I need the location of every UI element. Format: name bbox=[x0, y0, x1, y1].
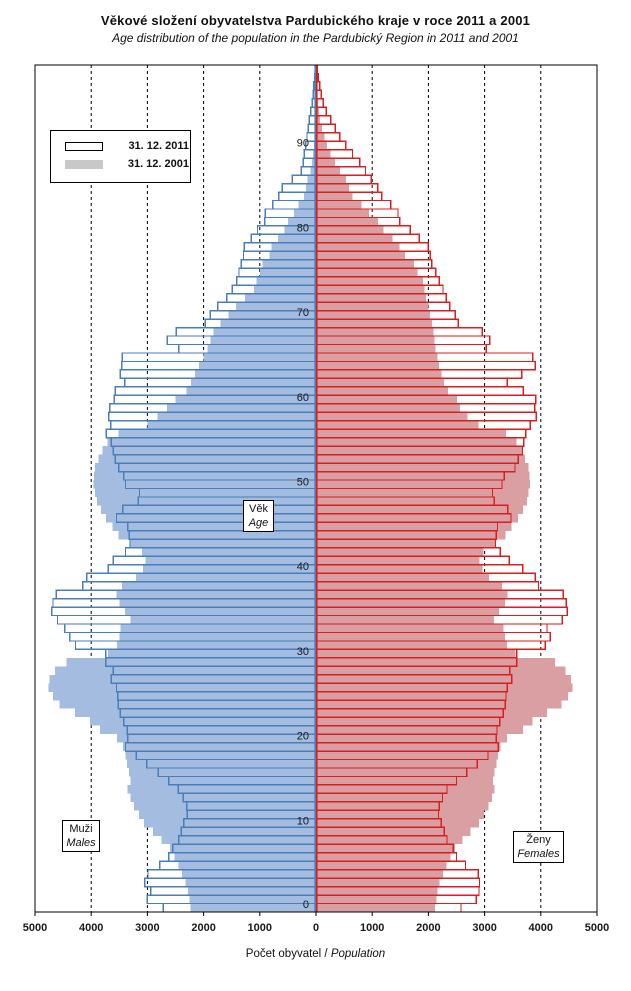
x-tick-label: 0 bbox=[313, 922, 319, 934]
x-ticks bbox=[34, 912, 598, 916]
center-axis bbox=[314, 65, 318, 912]
x-tick-label: 2000 bbox=[191, 922, 215, 934]
females-label-en: Females bbox=[517, 848, 560, 860]
age-tick-label: 20 bbox=[297, 731, 309, 743]
x-tick-labels: 5000 4000 3000 2000 1000 0 1000 2000 3000 4000 500… bbox=[23, 922, 609, 934]
age-label-cs: Věk bbox=[249, 503, 268, 515]
males-label-en: Males bbox=[66, 837, 96, 849]
age-tick-label: 50 bbox=[297, 477, 309, 489]
legend-label-2011: 31. 12. 2011 bbox=[128, 140, 189, 152]
females-side-label: Ženy Females bbox=[513, 831, 564, 863]
x-tick-label: 1000 bbox=[360, 922, 384, 934]
xaxis-title-cs: Počet obyvatel / bbox=[245, 948, 331, 960]
xaxis-title-en: Population bbox=[330, 948, 386, 960]
age-axis-label: Věk Age bbox=[243, 500, 274, 532]
chart-subtitle: Age distribution of the population in th… bbox=[112, 31, 519, 45]
age-tick-label: 30 bbox=[297, 646, 309, 658]
age-tick-label: 90 bbox=[297, 138, 309, 150]
chart-title: Věkové složení obyvatelstva Pardubického… bbox=[100, 13, 531, 28]
age-tick-label: 0 bbox=[303, 899, 309, 911]
males-side-label: Muži Males bbox=[62, 820, 100, 852]
age-label-en: Age bbox=[248, 517, 269, 529]
age-tick-label: 60 bbox=[297, 392, 309, 404]
legend-item-2001: 31. 12. 2001 bbox=[65, 158, 189, 170]
legend: 31. 12. 2011 31. 12. 2001 bbox=[50, 130, 191, 183]
x-tick-label: 2000 bbox=[416, 922, 440, 934]
males-label-cs: Muži bbox=[69, 823, 93, 835]
age-tick-labels: 0 10 20 30 40 50 60 70 80 90 bbox=[297, 138, 309, 911]
age-tick-label: 40 bbox=[297, 561, 309, 573]
x-tick-label: 4000 bbox=[79, 922, 103, 934]
females-label-cs: Ženy bbox=[526, 834, 551, 846]
legend-swatch-2001-fill bbox=[65, 160, 103, 169]
x-tick-label: 4000 bbox=[529, 922, 553, 934]
age-tick-label: 10 bbox=[297, 815, 309, 827]
x-tick-label: 3000 bbox=[135, 922, 159, 934]
xaxis-title: Počet obyvatel / Population bbox=[0, 948, 631, 960]
legend-item-2011: 31. 12. 2011 bbox=[65, 140, 189, 152]
legend-swatch-2011-outline bbox=[65, 142, 103, 151]
age-tick-label: 80 bbox=[297, 222, 309, 234]
legend-label-2001: 31. 12. 2001 bbox=[127, 158, 189, 170]
x-tick-label: 1000 bbox=[248, 922, 272, 934]
x-tick-label: 3000 bbox=[472, 922, 496, 934]
x-tick-label: 5000 bbox=[23, 922, 47, 934]
age-tick-label: 70 bbox=[297, 307, 309, 319]
x-tick-label: 5000 bbox=[585, 922, 609, 934]
